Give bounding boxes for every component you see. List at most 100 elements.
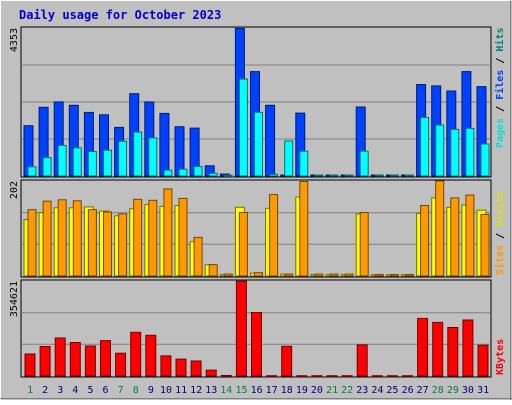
kbytes-bar-day-31 [477, 344, 489, 377]
hits-bar-day-13 [208, 172, 218, 177]
day-label-22: 22 [341, 385, 353, 396]
hits-bar-day-23 [359, 150, 369, 177]
visits-bar-day-6 [103, 211, 112, 277]
kbytes-bar-day-14 [220, 375, 232, 377]
hits-bar-day-8 [133, 131, 143, 177]
pages-bar-day-10 [159, 112, 170, 177]
hits-bar-day-5 [87, 151, 97, 177]
day-label-20: 20 [311, 385, 323, 396]
kbytes-bar-day-25 [386, 375, 398, 378]
kbytes-bar-day-9 [145, 334, 157, 377]
kbytes-bar-day-17 [266, 375, 278, 378]
hits-bar-day-7 [118, 140, 128, 177]
visits-bar-day-16 [254, 272, 263, 277]
kbytes-bar-day-18 [281, 345, 293, 377]
day-label-31: 31 [477, 385, 489, 396]
visits-bar-day-22 [344, 273, 354, 277]
visits-bar-day-12 [193, 236, 203, 277]
hits-bar-day-17 [269, 173, 279, 177]
visits-bar-day-23 [359, 212, 369, 277]
chart-title: Daily usage for October 2023 [19, 8, 221, 22]
hits-bar-day-9 [148, 137, 158, 177]
day-label-18: 18 [281, 385, 293, 396]
day-label-1: 1 [27, 385, 33, 396]
visits-bar-day-27 [420, 205, 430, 277]
day-label-23: 23 [356, 385, 368, 396]
visits-bar-day-21 [329, 273, 339, 277]
kbytes-bar-day-8 [130, 331, 142, 377]
kbytes-bar-day-4 [69, 342, 81, 377]
hits-bar-day-29 [450, 128, 460, 177]
visits-bar-day-19 [299, 181, 309, 277]
hits-bar-day-3 [57, 144, 67, 177]
hits-bar-day-24 [374, 174, 384, 177]
visits-bar-day-28 [435, 180, 445, 277]
hits-bar-day-2 [42, 157, 52, 177]
kbytes-bar-day-13 [205, 369, 217, 377]
hits-bar-day-6 [103, 149, 112, 177]
legend-files-label: Files [494, 70, 506, 100]
day-label-10: 10 [160, 385, 172, 396]
day-labels-layer: 1 2 3 4 5 6 7 8 9 10 11 12 13 14 15 16 17 18 19 20 21 22 23 24 2… [27, 385, 489, 396]
day-label-6: 6 [102, 385, 108, 396]
visits-bar-day-31 [480, 213, 490, 277]
hits-bar-day-26 [405, 174, 414, 177]
legend-separator-3: / [495, 233, 506, 239]
hits-bar-day-21 [329, 174, 339, 177]
kbytes-bar-day-6 [100, 340, 111, 377]
legend-sites-label: Visits [494, 191, 506, 227]
day-label-4: 4 [72, 385, 78, 396]
legend-hits-label: Pages [495, 118, 506, 148]
day-label-5: 5 [87, 385, 93, 396]
kbytes-bar-day-24 [371, 375, 383, 378]
legend-separator-2: / [495, 58, 506, 64]
hits-bar-day-12 [193, 166, 203, 177]
kbytes-bar-day-26 [402, 375, 413, 378]
hits-bar-day-4 [72, 147, 82, 177]
day-label-13: 13 [205, 385, 217, 396]
day-label-24: 24 [371, 385, 383, 396]
legend-visits-panel: Sites / Visits [494, 191, 506, 275]
visits-bar-day-8 [133, 198, 143, 277]
day-label-26: 26 [402, 385, 414, 396]
legend-hits-panel: Pages / Files / Hits [494, 28, 506, 149]
kbytes-bar-day-27 [417, 317, 429, 377]
day-label-28: 28 [432, 385, 444, 396]
kbytes-max-label: 354621 [9, 281, 20, 317]
hits-bar-day-20 [314, 174, 324, 177]
day-label-27: 27 [417, 385, 429, 396]
visits-bar-day-14 [223, 273, 233, 277]
hits-bar-day-1 [27, 166, 37, 177]
kbytes-bar-day-30 [462, 319, 474, 377]
day-label-11: 11 [175, 385, 187, 396]
visits-bar-day-20 [314, 273, 324, 277]
visits-bar-day-25 [389, 274, 399, 277]
kbytes-bar-day-12 [190, 360, 202, 377]
kbytes-bar-day-19 [296, 375, 308, 378]
kbytes-bar-day-1 [24, 353, 36, 377]
day-label-25: 25 [386, 385, 398, 396]
hits-max-label: 4353 [9, 28, 20, 52]
kbytes-bar-day-20 [311, 375, 323, 378]
pages-bar-day-17 [265, 104, 276, 177]
visits-bar-day-9 [148, 199, 158, 277]
day-label-3: 3 [57, 385, 63, 396]
visits-bar-day-18 [284, 273, 294, 277]
legend-separator-1: / [495, 106, 506, 112]
kbytes-bar-day-2 [39, 346, 51, 377]
visits-bar-day-4 [72, 200, 82, 277]
kbytes-bar-day-7 [115, 352, 127, 377]
hits-bar-day-10 [163, 169, 173, 177]
visits-bar-day-10 [163, 188, 173, 277]
hits-bar-day-22 [344, 174, 354, 177]
day-label-29: 29 [447, 385, 459, 396]
hits-bar-day-28 [435, 124, 445, 177]
kbytes-bar-day-16 [251, 312, 262, 377]
visits-bar-day-5 [87, 209, 97, 277]
day-label-8: 8 [133, 385, 139, 396]
hits-bar-day-31 [480, 143, 490, 177]
kbytes-bar-day-11 [175, 358, 187, 377]
visits-bar-day-26 [405, 274, 414, 277]
kbytes-bar-day-21 [326, 375, 338, 378]
visits-bar-day-17 [269, 194, 279, 277]
